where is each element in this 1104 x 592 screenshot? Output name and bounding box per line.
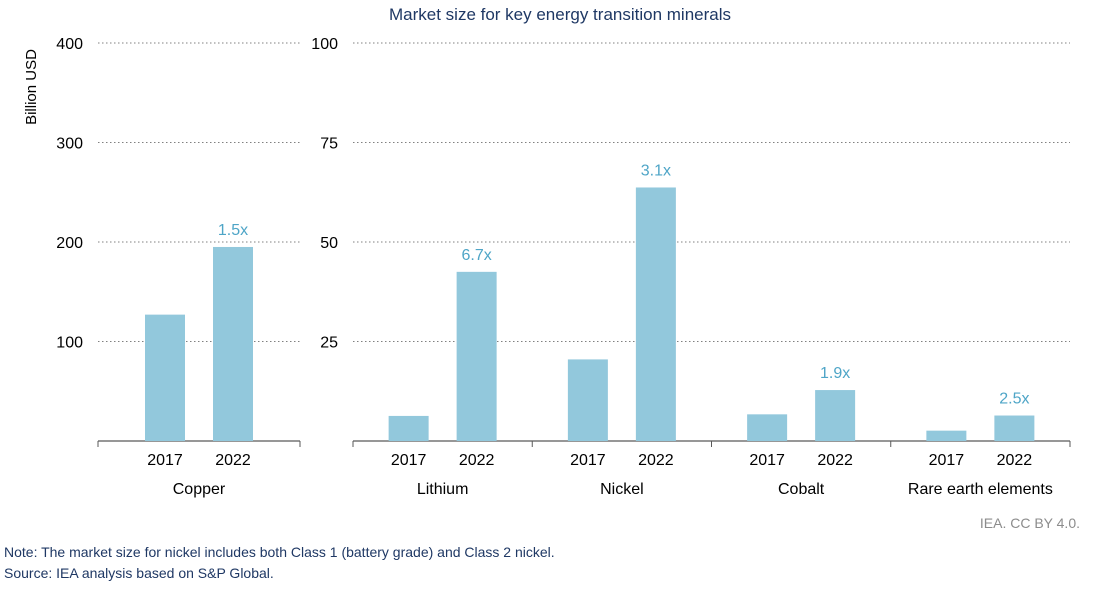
y-tick-label: 100 (311, 36, 338, 53)
growth-multiplier-label: 1.9x (820, 365, 850, 382)
x-tick-label: 2022 (997, 452, 1033, 469)
group-label: Nickel (600, 481, 644, 498)
y-tick-label: 75 (320, 136, 338, 153)
y-tick-label: 100 (56, 335, 83, 352)
y-tick-label: 50 (320, 235, 338, 252)
growth-multiplier-label: 3.1x (641, 162, 671, 179)
bar-copper-2022 (213, 246, 253, 441)
x-tick-label: 2022 (638, 452, 674, 469)
x-tick-label: 2022 (459, 452, 495, 469)
bar-lithium-2017 (388, 415, 429, 441)
bar-cobalt-2017 (747, 414, 788, 441)
x-tick-label: 2017 (570, 452, 606, 469)
x-tick-label: 2022 (215, 452, 251, 469)
growth-multiplier-label: 2.5x (999, 391, 1029, 408)
bar-nickel-2017 (567, 359, 608, 441)
growth-multiplier-label: 1.5x (218, 222, 248, 239)
group-label: Rare earth elements (908, 481, 1053, 498)
bar-lithium-2022 (456, 271, 497, 441)
bar-rare-earth-elements-2022 (994, 415, 1035, 441)
x-tick-label: 2017 (749, 452, 785, 469)
source-text: Source: IEA analysis based on S&P Global… (4, 565, 274, 581)
y-axis-label: Billion USD (23, 49, 40, 125)
y-tick-label: 25 (320, 335, 338, 352)
bar-cobalt-2022 (815, 390, 856, 441)
x-tick-label: 2017 (147, 452, 183, 469)
y-tick-label: 200 (56, 235, 83, 252)
y-tick-label: 300 (56, 136, 83, 153)
x-tick-label: 2017 (391, 452, 427, 469)
bar-nickel-2022 (635, 187, 676, 441)
chart-title: Market size for key energy transition mi… (388, 5, 732, 24)
group-label: Copper (173, 481, 226, 498)
chart-svg: Billion USD 100 200 300 400 2017 2022 1.5x Coppe… (23, 36, 1071, 498)
y-tick-label: 400 (56, 36, 83, 53)
growth-multiplier-label: 6.7x (462, 247, 492, 264)
x-tick-label: 2022 (817, 452, 853, 469)
note-text: Note: The market size for nickel include… (4, 544, 555, 560)
bar-copper-2017 (145, 314, 185, 441)
bar-rare-earth-elements-2017 (926, 430, 967, 441)
x-tick-label: 2017 (929, 452, 965, 469)
credit-text: IEA. CC BY 4.0. (979, 515, 1080, 531)
group-label: Lithium (417, 481, 469, 498)
group-label: Cobalt (778, 481, 825, 498)
